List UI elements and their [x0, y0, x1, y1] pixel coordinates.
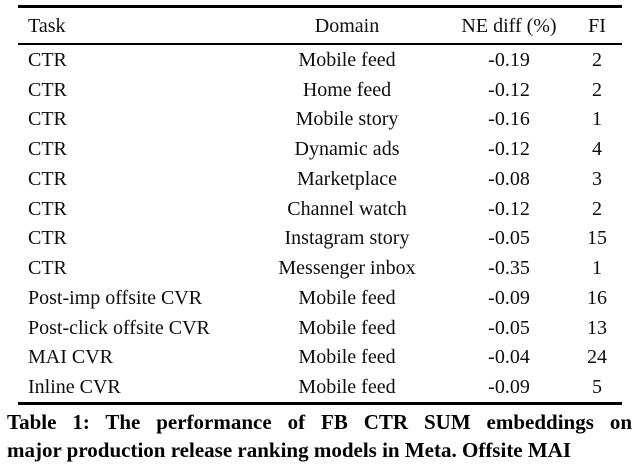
cell-domain: Mobile feed	[298, 376, 396, 399]
cell-ne-diff: -0.09	[488, 376, 530, 399]
cell-fi: 2	[592, 78, 602, 101]
cell-task: CTR	[28, 48, 67, 71]
cell-domain: Mobile story	[295, 108, 399, 131]
cell-ne-diff: -0.05	[488, 316, 530, 339]
cell-task: Post-imp offsite CVR	[28, 286, 203, 309]
cell-domain: Home feed	[302, 78, 392, 101]
cell-domain: Instagram story	[284, 227, 410, 250]
caption-line-2: major production release ranking models …	[7, 438, 572, 462]
table-row: Post-click offsite CVR Mobile feed -0.05 13	[18, 313, 622, 343]
table-bottom-rule	[18, 402, 622, 405]
cell-ne-diff: -0.08	[488, 167, 530, 190]
cell-fi: 16	[587, 286, 607, 309]
cell-domain: Channel watch	[287, 197, 407, 220]
table-header-rule	[18, 43, 622, 45]
column-header-ne-diff: NE diff (%)	[461, 14, 557, 37]
cell-ne-diff: -0.05	[488, 227, 530, 250]
table-row: CTR Messenger inbox -0.35 1	[18, 253, 622, 283]
table-row: CTR Channel watch -0.12 2	[18, 194, 622, 224]
cell-ne-diff: -0.04	[488, 346, 530, 369]
cell-task: CTR	[28, 257, 67, 280]
cell-task: CTR	[28, 167, 67, 190]
table-row: CTR Instagram story -0.05 15	[18, 224, 622, 254]
cell-ne-diff: -0.19	[488, 48, 530, 71]
cell-ne-diff: -0.09	[488, 286, 530, 309]
table-row: CTR Marketplace -0.08 3	[18, 164, 622, 194]
cell-task: CTR	[28, 108, 67, 131]
table-row: Inline CVR Mobile feed -0.09 5	[18, 372, 622, 402]
cell-domain: Mobile feed	[298, 286, 396, 309]
table-row: Post-imp offsite CVR Mobile feed -0.09 16	[18, 283, 622, 313]
cell-task: CTR	[28, 138, 67, 161]
table-caption: Table 1: The performance of FB CTR SUM e…	[7, 408, 632, 464]
cell-fi: 2	[592, 197, 602, 220]
table-top-rule	[18, 5, 622, 8]
cell-task: CTR	[28, 197, 67, 220]
cell-domain: Mobile feed	[298, 48, 396, 71]
table-row: CTR Mobile feed -0.19 2	[18, 45, 622, 75]
cell-fi: 13	[587, 316, 607, 339]
column-header-domain: Domain	[314, 14, 380, 37]
table-header-row: Task Domain NE diff (%) FI	[18, 8, 622, 43]
cell-fi: 5	[592, 376, 602, 399]
cell-domain: Mobile feed	[298, 346, 396, 369]
table-row: MAI CVR Mobile feed -0.04 24	[18, 343, 622, 373]
cell-fi: 4	[592, 138, 602, 161]
cell-ne-diff: -0.16	[488, 108, 530, 131]
cell-fi: 15	[587, 227, 607, 250]
paper-page: Task Domain NE diff (%) FI CTR Mobile fee…	[7, 5, 632, 462]
cell-ne-diff: -0.12	[488, 138, 530, 161]
cell-ne-diff: -0.12	[488, 197, 530, 220]
cell-fi: 2	[592, 48, 602, 71]
cell-domain: Messenger inbox	[278, 257, 416, 280]
cell-ne-diff: -0.35	[488, 257, 530, 280]
table-body: CTR Mobile feed -0.19 2 CTR Home feed -0.12 2 CT…	[18, 45, 622, 402]
cell-fi: 1	[592, 108, 602, 131]
cell-task: MAI CVR	[28, 346, 114, 369]
cell-task: CTR	[28, 227, 67, 250]
table-row: CTR Dynamic ads -0.12 4	[18, 134, 622, 164]
cell-task: CTR	[28, 78, 67, 101]
cell-task: Inline CVR	[28, 376, 121, 399]
cell-domain: Mobile feed	[298, 316, 396, 339]
table-row: CTR Home feed -0.12 2	[18, 75, 622, 105]
cell-domain: Dynamic ads	[294, 138, 400, 161]
cell-task: Post-click offsite CVR	[28, 316, 210, 339]
caption-line-1: Table 1: The performance of FB CTR SUM e…	[7, 410, 632, 434]
cell-ne-diff: -0.12	[488, 78, 530, 101]
cell-domain: Marketplace	[297, 167, 397, 190]
cell-fi: 3	[592, 167, 602, 190]
cell-fi: 24	[587, 346, 607, 369]
column-header-task: Task	[28, 14, 66, 37]
table-row: CTR Mobile story -0.16 1	[18, 105, 622, 135]
results-table: Task Domain NE diff (%) FI CTR Mobile fee…	[18, 5, 622, 405]
column-header-fi: FI	[588, 14, 606, 37]
cell-fi: 1	[592, 257, 602, 280]
